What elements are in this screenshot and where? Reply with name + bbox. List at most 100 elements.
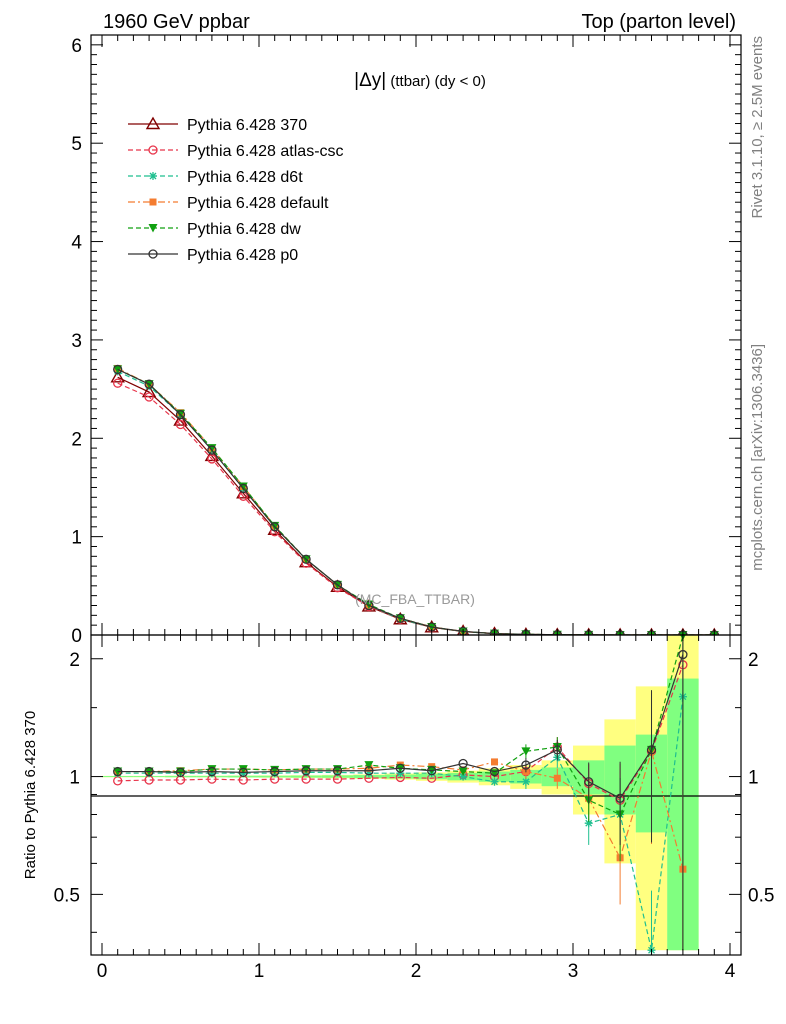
y-tick-label: 1 [71, 528, 82, 549]
main-data-point [364, 600, 374, 611]
y-tick-label: 3 [71, 331, 82, 352]
ratio-y-tick-label: 1 [69, 768, 80, 789]
ratio-data-point [458, 758, 468, 769]
legend-marker [148, 249, 158, 259]
y-tick-label: 2 [71, 429, 82, 450]
ratio-data-point [584, 777, 594, 787]
ratio-data-point [207, 766, 217, 777]
ratio-data-point [427, 766, 437, 776]
ratio-data-point [364, 761, 374, 770]
ratio-data-point [678, 649, 688, 660]
ratio-series-group [113, 635, 688, 955]
ratio-ylabel: Ratio to Pythia 6.428 370 [22, 711, 39, 879]
legend-entry: Pythia 6.428 atlas-csc [128, 143, 344, 160]
axis-tick-labels: 0 1 2 3 4 0 1 2 3 4 5 6 0.5 0.5 1 1 2 2 [54, 36, 775, 982]
ratio-data-point [521, 760, 531, 770]
ratio-data-point [144, 766, 154, 777]
y-tick-label: 6 [71, 36, 82, 57]
ratio-data-point [395, 763, 405, 773]
ratio-data-point [113, 766, 123, 777]
main-data-point [113, 378, 123, 388]
main-data-point [175, 410, 186, 420]
x-tick-label: 4 [725, 961, 736, 982]
ratio-data-point [207, 765, 217, 774]
ratio-data-point [490, 777, 499, 786]
ratio-y-tick-label-right: 0.5 [748, 885, 774, 906]
main-data-point [113, 364, 123, 375]
main-data-point [110, 369, 125, 383]
ratio-y-tick-label: 0.5 [54, 885, 80, 906]
x-tick-label: 1 [254, 961, 265, 982]
ratio-data-point [458, 767, 468, 777]
ratio-y-tick-label-right: 2 [748, 650, 759, 671]
ratio-data-point [489, 766, 500, 777]
ratio-data-point [553, 774, 561, 782]
legend-entry: Pythia 6.428 default [128, 195, 329, 212]
ratio-data-point [175, 767, 186, 778]
legend-entry: Pythia 6.428 dw [128, 221, 301, 238]
ratio-data-point [238, 765, 248, 774]
legend-label: Pythia 6.428 atlas-csc [187, 143, 344, 160]
band-inner [321, 775, 354, 778]
ratio-data-point [459, 772, 468, 781]
main-series-line [117, 368, 715, 635]
ratio-data-point [301, 766, 311, 776]
legend-marker [149, 172, 157, 180]
ratio-data-point [270, 766, 280, 777]
main-data-point [207, 445, 217, 455]
legend-entry: Pythia 6.428 d6t [128, 169, 303, 186]
y-tick-label: 4 [71, 233, 82, 254]
x-tick-label: 2 [411, 961, 422, 982]
axis-ticks [91, 35, 741, 955]
legend-label: Pythia 6.428 default [187, 195, 329, 212]
ratio-data-point [646, 745, 657, 755]
ratio-series-line [117, 696, 684, 951]
legend-label: Pythia 6.428 d6t [187, 169, 303, 186]
ratio-data-point [238, 767, 248, 778]
legend-marker [145, 116, 161, 130]
header-right: Top (parton level) [581, 11, 736, 33]
watermark: (MC_FBA_TTBAR) [355, 591, 475, 607]
y-tick-label: 0 [71, 626, 82, 647]
main-data-point [204, 448, 220, 462]
main-data-point [207, 454, 217, 464]
ratio-data-point [521, 747, 531, 756]
legend-label: Pythia 6.428 p0 [187, 247, 298, 264]
ratio-y-tick-label: 2 [69, 650, 80, 671]
ratio-series-4 [114, 691, 687, 951]
main-data-point [144, 392, 154, 402]
main-series-line [117, 382, 715, 635]
y-tick-label: 5 [71, 134, 82, 155]
ratio-data-point [552, 745, 562, 755]
plot-title-main: |Δy| [354, 70, 386, 91]
ratio-data-point [332, 766, 343, 776]
ratio-data-point [364, 766, 374, 776]
ratio-data-point [615, 793, 625, 803]
legend-label: Pythia 6.428 370 [187, 117, 307, 134]
ratio-uncertainty-bands [101, 635, 699, 951]
plot-title-sub: (ttbar) (dy < 0) [386, 73, 486, 90]
main-data-point [144, 379, 154, 389]
main-data-point [458, 626, 468, 635]
legend-entry: Pythia 6.428 p0 [128, 247, 298, 264]
ratio-y-tick-label-right: 1 [748, 768, 759, 789]
main-data-point [175, 419, 186, 430]
band-inner [290, 775, 322, 778]
main-data-point [301, 554, 311, 564]
legend-marker [148, 145, 158, 155]
ratio-data-point [364, 769, 373, 778]
legend-entry: Pythia 6.428 370 [128, 116, 307, 134]
plot-title: |Δy| (ttbar) (dy < 0) [354, 70, 486, 91]
legend: Pythia 6.428 370 Pythia 6.428 atlas-csc Py… [128, 116, 344, 264]
x-tick-label: 0 [97, 961, 108, 982]
main-data-point [395, 613, 405, 623]
ratio-data-point [491, 758, 499, 766]
side-label-mcplots: mcplots.cern.ch [arXiv:1306.3436] [749, 344, 766, 571]
ratio-series-6 [113, 635, 688, 951]
ratio-data-point [396, 769, 405, 778]
ratio-data-point [521, 777, 530, 786]
main-data-point [238, 483, 248, 494]
header-left: 1960 GeV ppbar [103, 11, 250, 33]
legend-marker [148, 224, 158, 233]
